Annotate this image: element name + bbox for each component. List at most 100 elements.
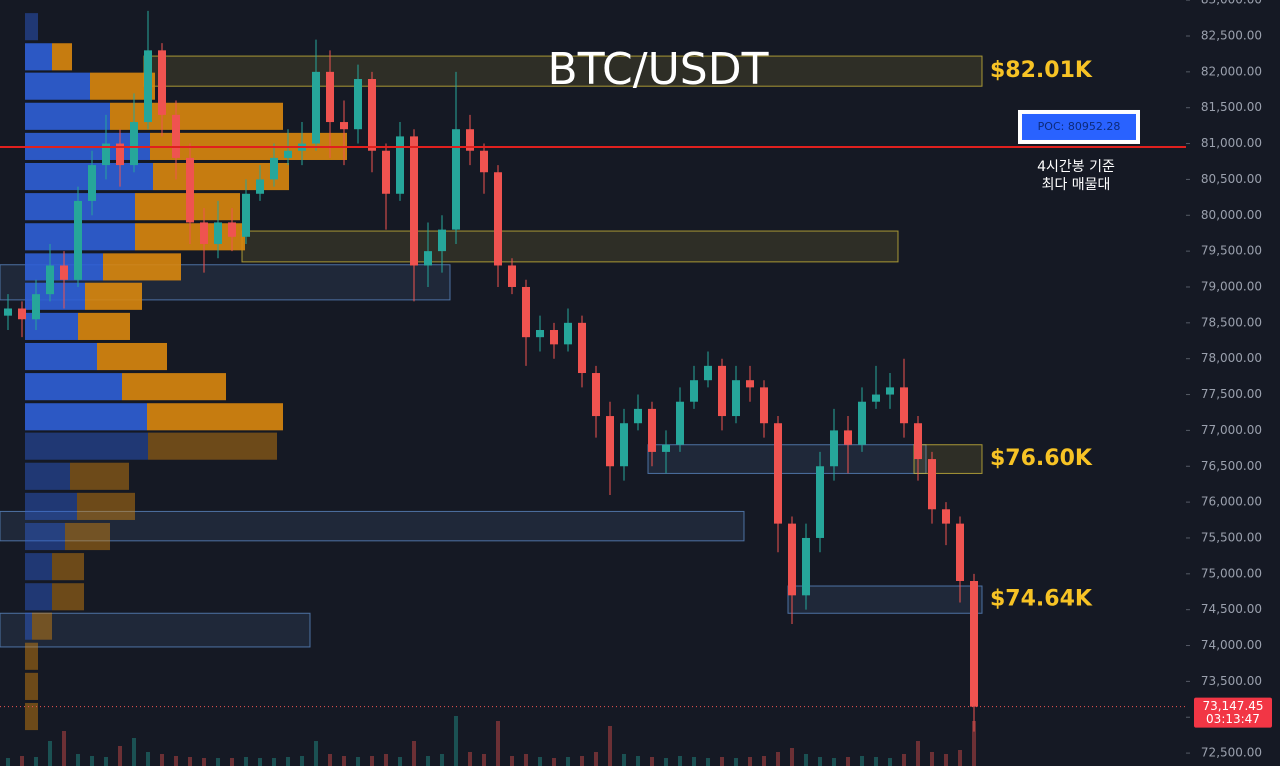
candle-body bbox=[620, 423, 628, 467]
zone bbox=[0, 510, 745, 542]
candle-body bbox=[648, 408, 656, 452]
volume-bar bbox=[888, 758, 892, 766]
candle-body bbox=[46, 265, 54, 295]
level-label: $76.60K bbox=[990, 446, 1093, 471]
volume-bar bbox=[482, 754, 486, 766]
volume-bar bbox=[608, 726, 612, 766]
profile-sell bbox=[78, 312, 130, 340]
profile-buy bbox=[25, 583, 52, 611]
volume-bar bbox=[706, 758, 710, 766]
candle-body bbox=[704, 365, 712, 381]
volume-bar bbox=[216, 758, 220, 766]
candle-body bbox=[970, 580, 978, 707]
profile-buy bbox=[25, 432, 148, 460]
candle-body bbox=[340, 122, 348, 130]
candle-body bbox=[424, 251, 432, 266]
candle-body bbox=[928, 459, 936, 510]
candle-body bbox=[816, 466, 824, 538]
volume-bar bbox=[20, 756, 24, 766]
volume-bar bbox=[720, 757, 724, 766]
candle-body bbox=[676, 401, 684, 445]
poc-box bbox=[1018, 109, 1140, 144]
volume-bar bbox=[958, 750, 962, 766]
candle-body bbox=[242, 193, 250, 237]
profile-buy bbox=[25, 553, 52, 581]
chart-title: BTC/USDT bbox=[548, 44, 769, 95]
volume-bar bbox=[650, 757, 654, 766]
zone bbox=[0, 612, 311, 648]
profile-buy bbox=[25, 43, 52, 71]
volume-bar bbox=[342, 756, 346, 766]
candle-body bbox=[312, 71, 320, 144]
candle-body bbox=[88, 165, 96, 201]
volume-bar bbox=[230, 758, 234, 766]
profile-buy bbox=[25, 72, 90, 100]
volume-bar bbox=[356, 757, 360, 766]
candle-body bbox=[872, 394, 880, 402]
volume-bar bbox=[300, 756, 304, 766]
candle-body bbox=[368, 79, 376, 151]
volume-bar bbox=[748, 757, 752, 766]
y-tick-label: 81,000.00 bbox=[1201, 136, 1262, 150]
y-tick-label: 78,500.00 bbox=[1201, 315, 1262, 329]
profile-sell bbox=[148, 432, 277, 460]
volume-bar bbox=[734, 758, 738, 766]
volume-bar bbox=[622, 754, 626, 766]
candle-body bbox=[508, 265, 516, 287]
candle-body bbox=[536, 330, 544, 338]
profile-sell bbox=[65, 522, 110, 551]
profile-sell bbox=[25, 642, 38, 670]
volume-bar bbox=[76, 754, 80, 766]
volume-bar bbox=[916, 741, 920, 766]
y-tick-label: 77,500.00 bbox=[1201, 387, 1262, 401]
volume-bar bbox=[692, 757, 696, 766]
y-tick-label: 75,000.00 bbox=[1201, 566, 1262, 580]
candle-body bbox=[592, 373, 600, 417]
current-price-box bbox=[1194, 697, 1272, 728]
current-price-label: 73,147.45 bbox=[1202, 699, 1263, 713]
profile-sell bbox=[25, 672, 38, 700]
candle-body bbox=[760, 387, 768, 424]
profile-sell bbox=[122, 373, 226, 401]
volume-bar bbox=[314, 741, 318, 766]
candle-body bbox=[802, 537, 810, 596]
candle-body bbox=[718, 365, 726, 417]
zone bbox=[787, 585, 983, 614]
volume-bar bbox=[902, 754, 906, 766]
volume-bar bbox=[328, 754, 332, 766]
volume-bar bbox=[552, 758, 556, 766]
candle-body bbox=[130, 122, 138, 166]
volume-bar bbox=[860, 756, 864, 766]
volume-bar bbox=[104, 757, 108, 766]
volume-bar bbox=[90, 756, 94, 766]
volume-bar bbox=[538, 757, 542, 766]
candle-body bbox=[410, 136, 418, 266]
y-tick-label: 82,500.00 bbox=[1201, 28, 1262, 42]
volume-bar bbox=[398, 757, 402, 766]
candle-body bbox=[494, 172, 502, 266]
volume-bar bbox=[48, 741, 52, 766]
volume-bar bbox=[790, 748, 794, 766]
profile-sell bbox=[52, 553, 84, 581]
candle-body bbox=[564, 322, 572, 345]
volume-bar bbox=[6, 758, 10, 766]
candle-body bbox=[214, 222, 222, 244]
volume-bar bbox=[762, 756, 766, 766]
volume-bar bbox=[244, 757, 248, 766]
candle-body bbox=[942, 509, 950, 524]
volume bbox=[6, 716, 976, 766]
candle-body bbox=[662, 444, 670, 452]
volume-bar bbox=[930, 752, 934, 766]
profile-buy bbox=[25, 342, 97, 371]
y-tick-label: 79,500.00 bbox=[1201, 244, 1262, 258]
profile-sell bbox=[77, 492, 135, 520]
profile-sell bbox=[52, 43, 72, 71]
candle-body bbox=[18, 308, 26, 320]
volume-bar bbox=[384, 754, 388, 766]
candle-body bbox=[354, 79, 362, 130]
candle-body bbox=[606, 416, 614, 467]
candle-body bbox=[60, 265, 68, 280]
